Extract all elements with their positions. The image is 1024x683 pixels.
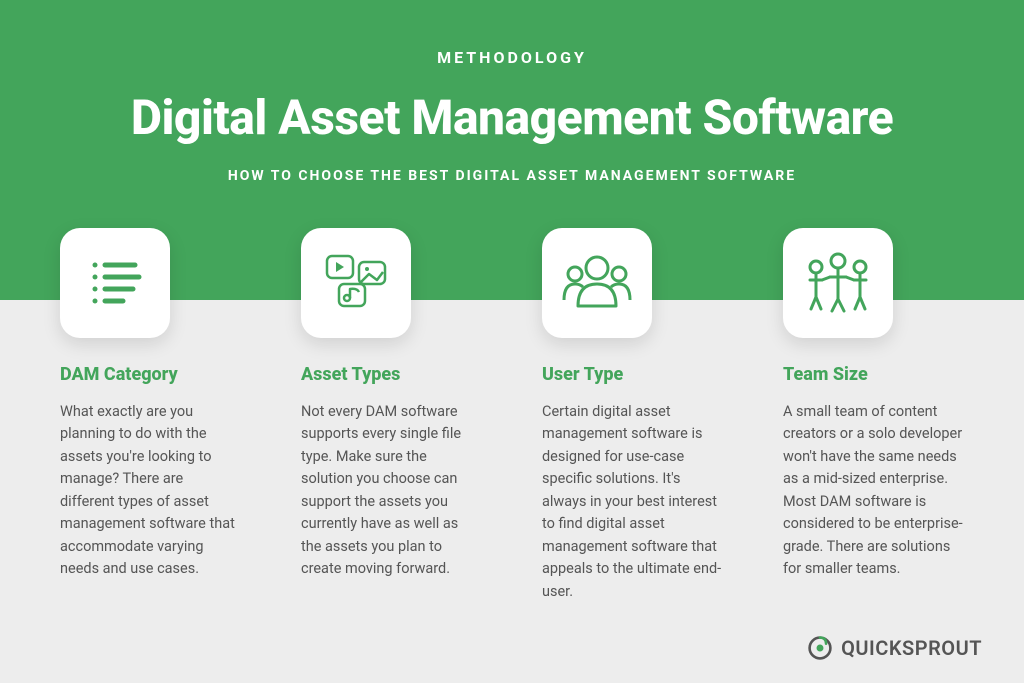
card-body: Not every DAM software supports every si…: [301, 401, 482, 581]
card-body: A small team of content creators or a so…: [783, 401, 964, 581]
page-title: Digital Asset Management Software: [0, 89, 1024, 146]
card-team-size: Team Size A small team of content creato…: [783, 228, 964, 603]
infographic-page: METHODOLOGY Digital Asset Management Sof…: [0, 0, 1024, 683]
card-body: Certain digital asset management softwar…: [542, 401, 723, 603]
sprout-icon: [807, 635, 833, 661]
media-icon: [301, 228, 411, 338]
list-icon: [60, 228, 170, 338]
eyebrow-text: METHODOLOGY: [0, 48, 1024, 67]
card-title: DAM Category: [60, 364, 241, 385]
card-title: User Type: [542, 364, 723, 385]
users-icon: [542, 228, 652, 338]
card-user-type: User Type Certain digital asset manageme…: [542, 228, 723, 603]
cards-row: DAM Category What exactly are you planni…: [0, 228, 1024, 603]
card-dam-category: DAM Category What exactly are you planni…: [60, 228, 241, 603]
card-body: What exactly are you planning to do with…: [60, 401, 241, 581]
brand-logo: QUICKSPROUT: [807, 635, 982, 661]
card-title: Asset Types: [301, 364, 482, 385]
card-asset-types: Asset Types Not every DAM software suppo…: [301, 228, 482, 603]
subtitle-text: HOW TO CHOOSE THE BEST DIGITAL ASSET MAN…: [0, 168, 1024, 184]
brand-name: QUICKSPROUT: [841, 636, 982, 660]
card-title: Team Size: [783, 364, 964, 385]
team-icon: [783, 228, 893, 338]
